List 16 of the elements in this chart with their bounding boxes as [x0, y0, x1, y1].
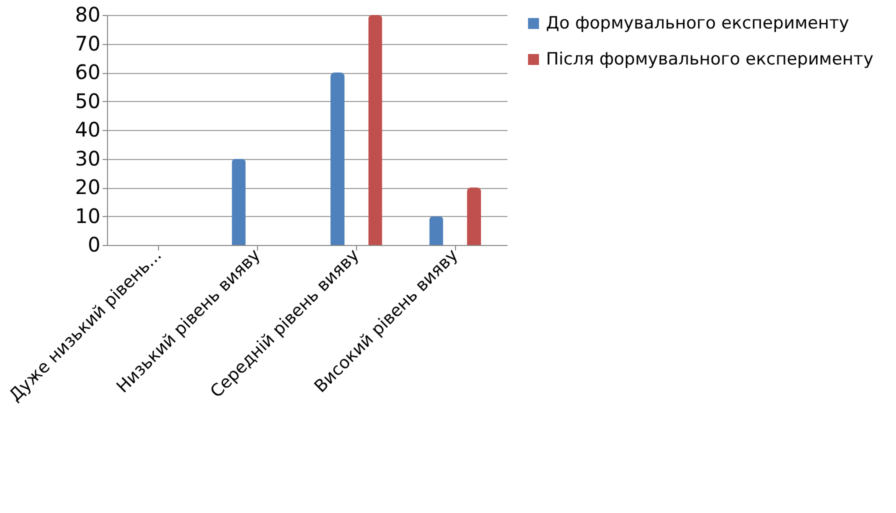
bar: [429, 216, 444, 245]
y-tick-label: 10: [75, 204, 100, 228]
y-tick-label: 60: [75, 60, 100, 84]
y-tick-label: 70: [75, 31, 100, 56]
bar: [467, 188, 482, 245]
legend-label: Після формувального експерименту: [546, 50, 874, 70]
y-tick-label: 50: [75, 88, 100, 113]
bar: [368, 15, 382, 245]
legend-label: До формувального експерименту: [546, 14, 850, 34]
y-tick-label: 20: [75, 175, 100, 199]
bar: [232, 158, 246, 245]
y-tick-label: 40: [75, 118, 100, 142]
bar: [330, 72, 344, 245]
y-tick-label: 80: [75, 2, 100, 26]
y-tick-label: 0: [88, 232, 100, 256]
y-tick-label: 30: [75, 146, 100, 170]
